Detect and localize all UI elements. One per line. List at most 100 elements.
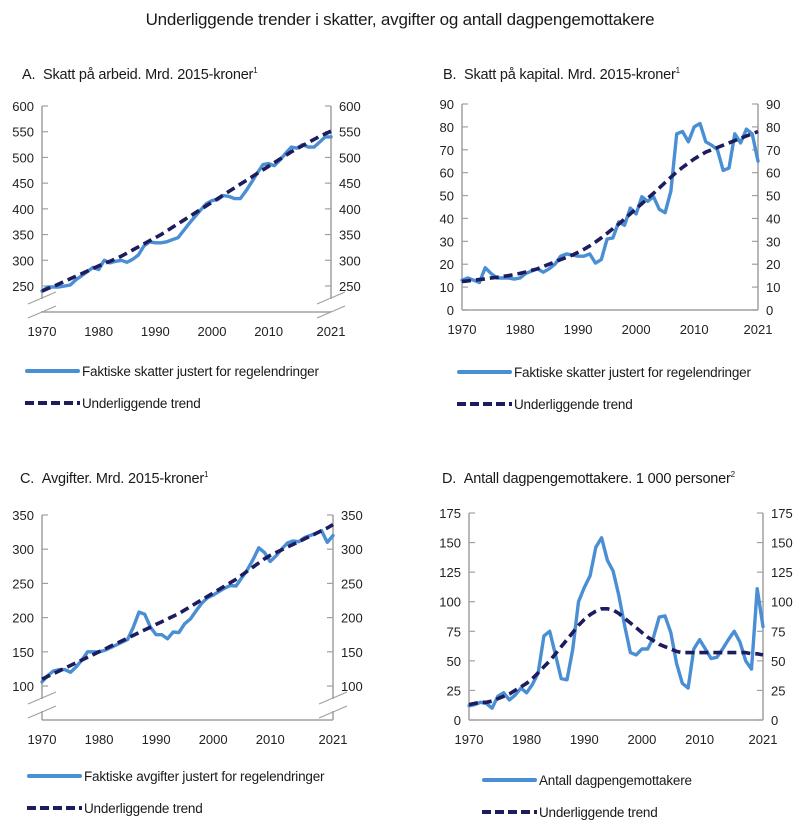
y-tick-label-right: 40 <box>766 211 780 226</box>
panel-c-series-actual-line <box>40 529 335 684</box>
y-tick-label-right: 150 <box>771 536 793 551</box>
y-tick-label-right: 100 <box>341 679 363 694</box>
y-tick-label-left: 100 <box>12 679 34 694</box>
axis-break-gap <box>40 699 44 711</box>
x-tick-label: 1990 <box>570 732 599 747</box>
y-tick-label-left: 100 <box>439 595 461 610</box>
panel-b-footnote: 1 <box>675 66 680 75</box>
y-tick-label-left: 80 <box>440 120 454 135</box>
dashed-line-swatch <box>27 803 82 813</box>
x-tick-label: 1980 <box>84 324 113 339</box>
y-tick-label-left: 350 <box>12 228 34 243</box>
panel-b-title: B. Skatt på kapital. Mrd. 2015-kroner1 <box>443 66 680 83</box>
y-tick-label-right: 50 <box>766 189 780 204</box>
legend-label: Faktiske skatter justert for regelendrin… <box>514 364 751 380</box>
legend-item-trend: Underliggende trend <box>482 803 692 821</box>
legend-label: Faktiske skatter justert for regelendrin… <box>82 363 319 379</box>
panel-a-series-actual-line <box>40 135 333 293</box>
y-tick-label-right: 250 <box>339 279 361 294</box>
x-tick-label: 2021 <box>744 322 773 337</box>
axis-break-gap <box>331 699 335 711</box>
panel-d-title: D. Antall dagpengemottakere. 1 000 perso… <box>442 470 735 487</box>
axis-break-mark <box>316 291 346 305</box>
panel-c-series-trend-line <box>41 523 334 681</box>
y-tick-label-right: 90 <box>766 97 780 112</box>
legend-label: Underliggende trend <box>82 395 201 411</box>
axis-break-mark <box>316 305 346 319</box>
axis-break-mark <box>27 705 57 719</box>
axis-break-mark <box>27 291 57 305</box>
x-tick-label: 1990 <box>564 322 593 337</box>
panel-c-title-text: Avgifter. Mrd. 2015-kroner <box>41 470 204 487</box>
y-tick-label-left: 0 <box>454 713 461 728</box>
y-tick-label-right: 20 <box>766 257 780 272</box>
x-tick-label: 2021 <box>317 324 346 339</box>
y-tick-label-left: 500 <box>12 150 34 165</box>
panel-b-legend: Faktiske skatter justert for regelendrin… <box>457 363 751 427</box>
x-tick-label: 1970 <box>28 324 57 339</box>
panel-d-series-trend-line <box>468 606 764 707</box>
y-tick-label-right: 550 <box>339 125 361 140</box>
y-tick-label-left: 125 <box>439 565 461 580</box>
y-tick-label-right: 350 <box>341 508 363 523</box>
x-tick-label: 1980 <box>506 322 535 337</box>
panel-b-series-actual-line <box>460 121 760 285</box>
legend-item-trend: Underliggende trend <box>25 394 319 412</box>
x-tick-label: 2021 <box>319 732 348 747</box>
y-tick-label-right: 0 <box>771 713 778 728</box>
x-tick-label: 2000 <box>199 732 228 747</box>
y-tick-label-left: 550 <box>12 125 34 140</box>
y-tick-label-right: 25 <box>771 683 785 698</box>
panel-a-prefix: A. <box>22 66 36 83</box>
y-tick-label-left: 30 <box>440 234 454 249</box>
panel-b-series-trend-line <box>461 129 759 284</box>
panel-c-footnote: 1 <box>203 470 209 479</box>
legend-item-trend: Underliggende trend <box>457 395 751 413</box>
axis-break-gap <box>329 299 333 311</box>
y-tick-label-right: 30 <box>766 234 780 249</box>
panel-a-footnote: 1 <box>253 66 258 75</box>
solid-line-swatch <box>482 775 537 785</box>
y-tick-label-right: 300 <box>339 253 361 268</box>
x-tick-label: 1970 <box>455 732 484 747</box>
y-tick-label-left: 150 <box>12 645 34 660</box>
x-tick-label: 1990 <box>142 732 171 747</box>
panel-b-title-text: Skatt på kapital. Mrd. 2015-kroner <box>463 66 676 83</box>
axis-break-mark <box>27 305 57 319</box>
dashed-line-swatch <box>457 399 512 409</box>
y-tick-label-right: 400 <box>339 202 361 217</box>
panel-d-series-actual-line <box>467 536 765 710</box>
y-tick-label-left: 75 <box>447 624 461 639</box>
x-tick-label: 2010 <box>254 324 283 339</box>
legend-label: Faktiske avgifter justert for regelendri… <box>84 768 325 784</box>
axis-break-gap <box>40 299 44 311</box>
x-tick-label: 2021 <box>749 732 778 747</box>
x-tick-label: 1980 <box>512 732 541 747</box>
y-tick-label-left: 90 <box>440 97 454 112</box>
legend-item-actual: Faktiske skatter justert for regelendrin… <box>457 363 751 381</box>
x-tick-label: 1990 <box>141 324 170 339</box>
y-tick-label-left: 25 <box>447 683 461 698</box>
y-tick-label-left: 0 <box>447 303 454 318</box>
y-tick-label-right: 300 <box>341 542 363 557</box>
panel-a-title-text: Skatt på arbeid. Mrd. 2015-kroner <box>42 66 254 83</box>
panel-c-legend: Faktiske avgifter justert for regelendri… <box>27 767 325 831</box>
y-tick-label-right: 450 <box>339 176 361 191</box>
y-tick-label-left: 350 <box>12 508 34 523</box>
panel-a-legend: Faktiske skatter justert for regelendrin… <box>25 362 319 426</box>
x-tick-label: 2010 <box>680 322 709 337</box>
x-tick-label: 2010 <box>256 732 285 747</box>
y-tick-label-left: 250 <box>12 279 34 294</box>
legend-label: Underliggende trend <box>84 800 203 816</box>
y-tick-label-left: 450 <box>12 176 34 191</box>
legend-label: Underliggende trend <box>539 804 658 820</box>
y-tick-label-left: 300 <box>12 542 34 557</box>
dashed-line-swatch <box>25 398 80 408</box>
y-tick-label-left: 200 <box>12 611 34 626</box>
x-tick-label: 1970 <box>448 322 477 337</box>
panel-d-footnote: 2 <box>730 470 735 479</box>
x-tick-label: 1980 <box>85 732 114 747</box>
y-tick-label-left: 20 <box>440 257 454 272</box>
y-tick-label-right: 60 <box>766 166 780 181</box>
y-tick-label-right: 50 <box>771 654 785 669</box>
